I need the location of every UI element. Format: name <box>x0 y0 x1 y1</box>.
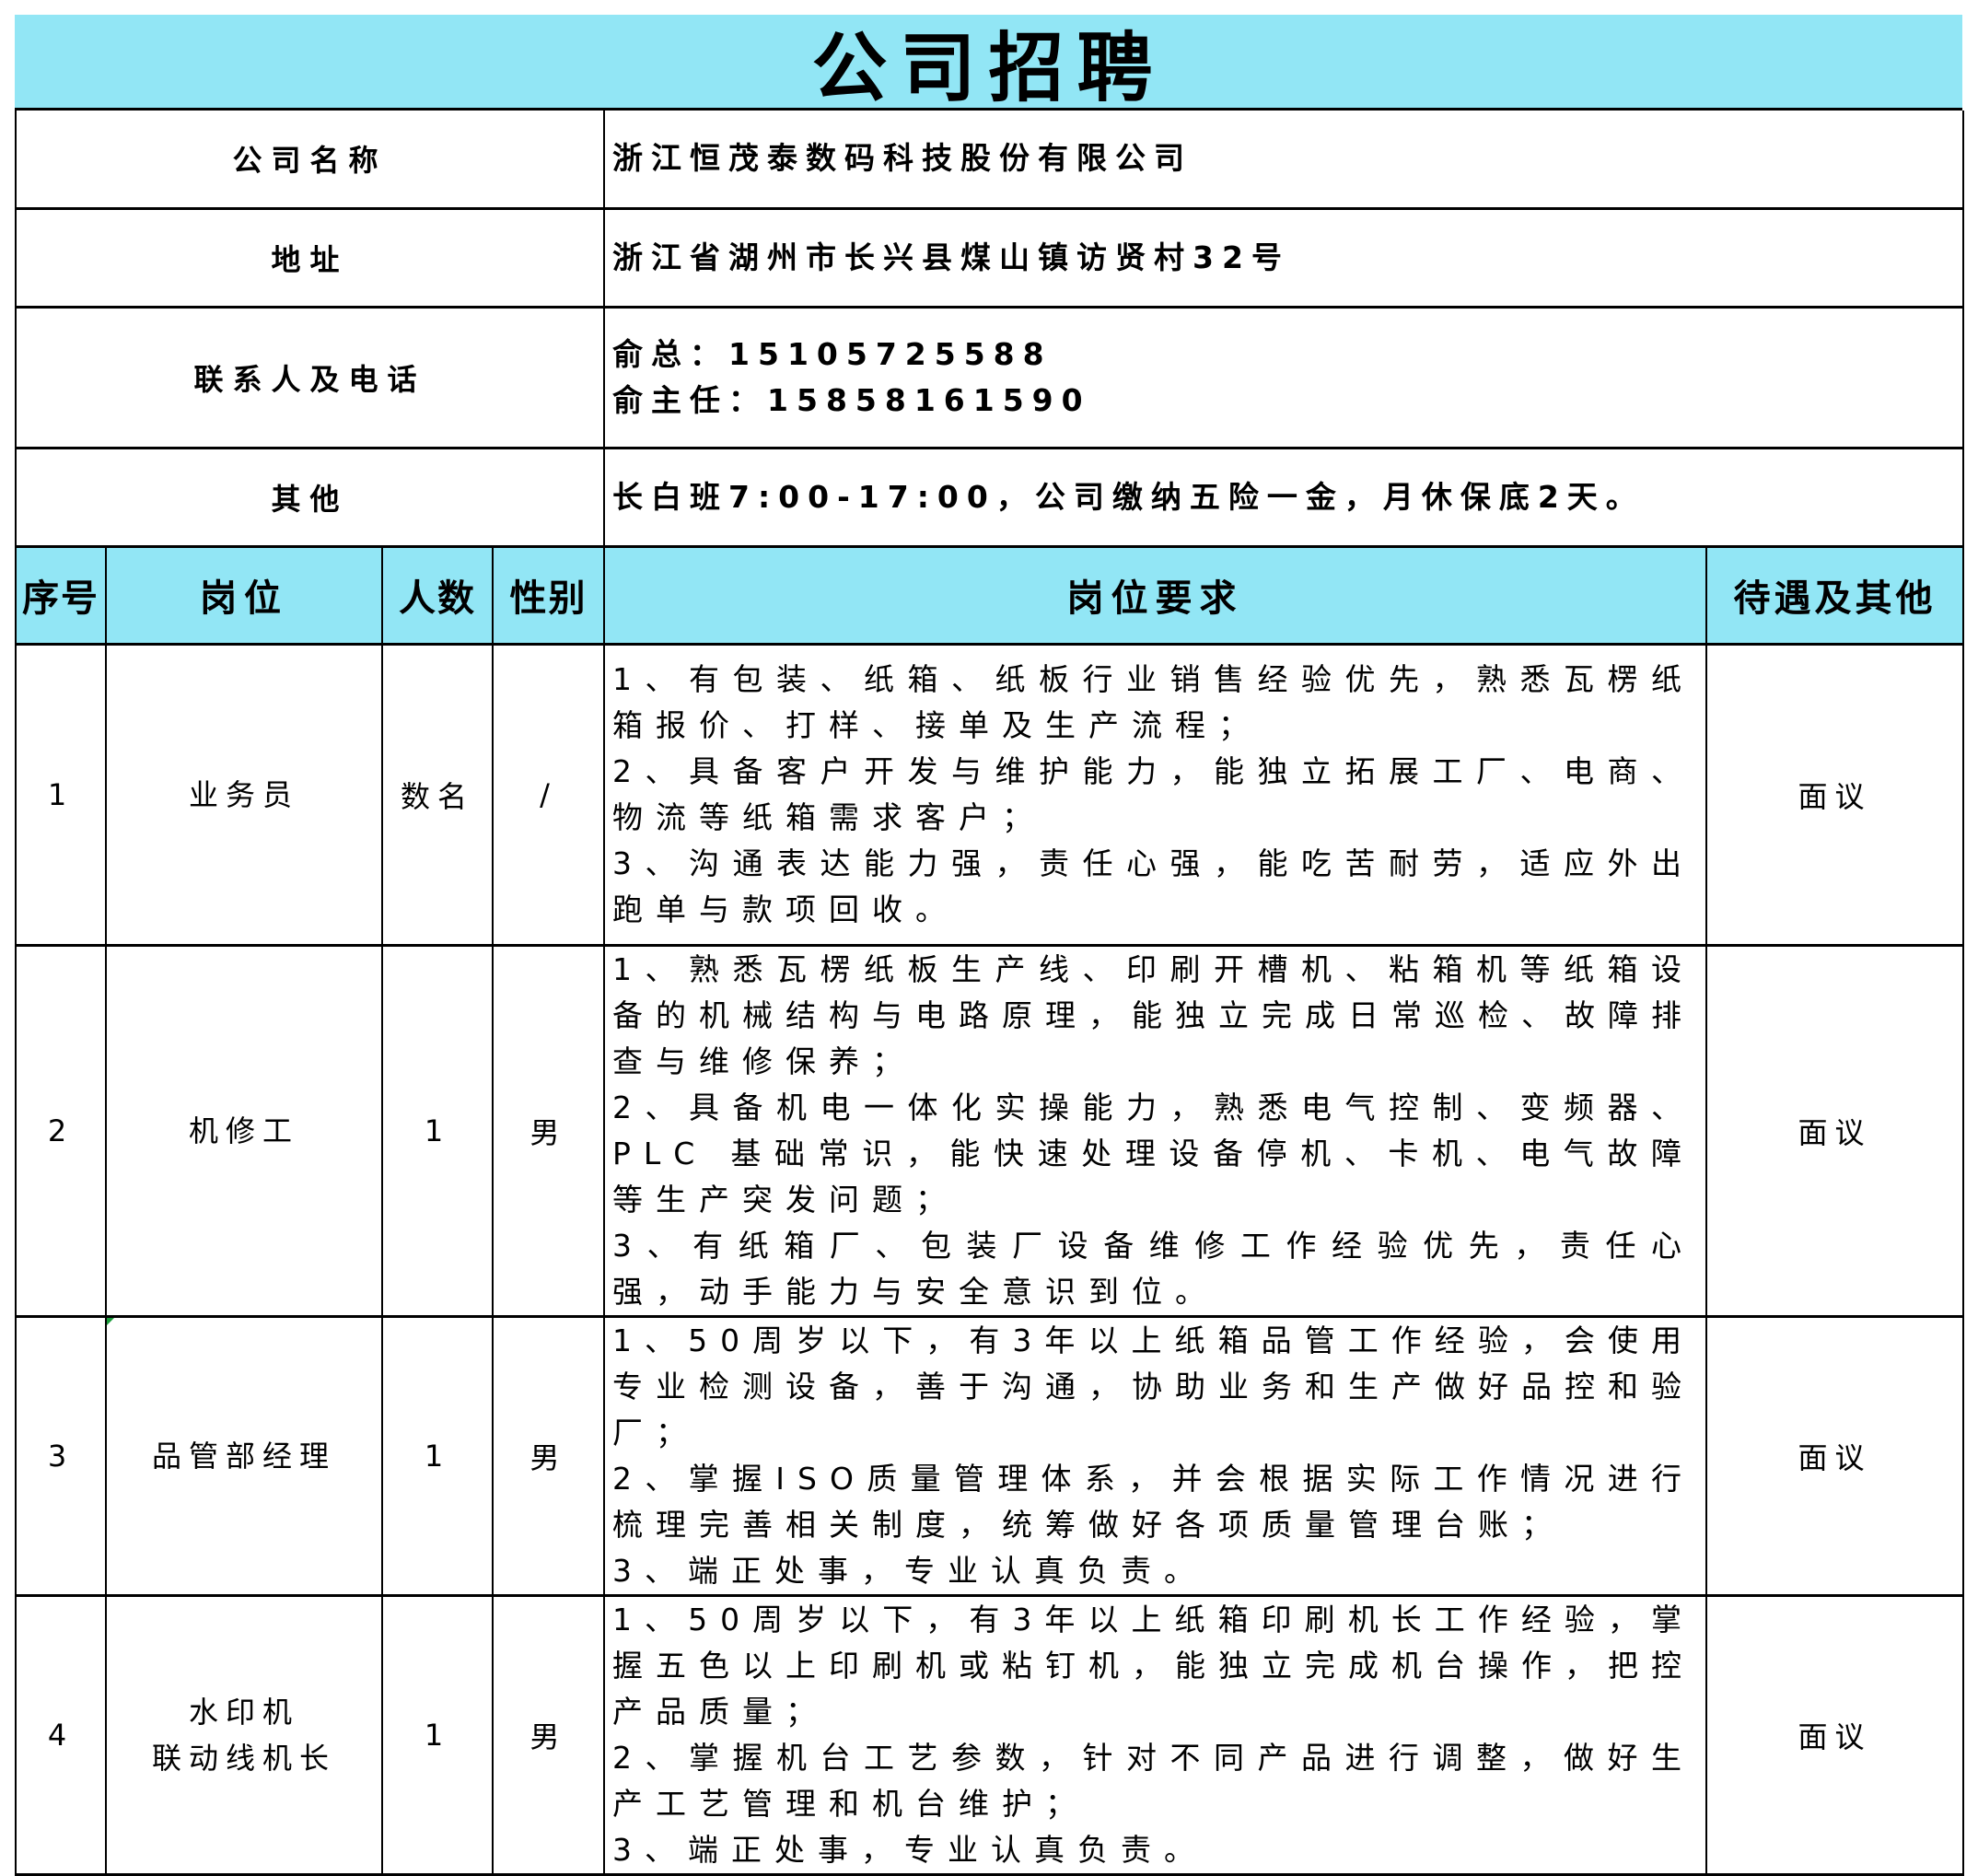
job-count: 数名 <box>381 644 494 947</box>
job-gender: 男 <box>491 1595 606 1876</box>
header-benefits: 待遇及其他 <box>1705 546 1965 646</box>
comment-indicator-icon <box>107 1317 114 1325</box>
position-text: 机修工 <box>188 1113 299 1148</box>
header-requirements: 岗位要求 <box>603 546 1708 646</box>
requirement-item: 1、熟悉瓦楞纸板生产线、印刷开槽机、粘箱机等纸箱设备的机械结构与电路原理，能独立… <box>612 950 1695 1079</box>
header-gender: 性别 <box>491 546 606 646</box>
info-row-company: 公司名称 浙江恒茂泰数码科技股份有限公司 <box>14 111 1965 210</box>
job-gender: 男 <box>491 1316 606 1597</box>
job-position: 业务员 <box>105 644 383 947</box>
info-label: 其他 <box>14 448 606 548</box>
table-row: 3 品管部经理 1 男 1、50周岁以下，有3年以上纸箱品管工作经验，会使用专业… <box>15 1316 1965 1597</box>
requirement-item: 1、50周岁以下，有3年以上纸箱品管工作经验，会使用专业检测设备，善于沟通，协助… <box>612 1322 1695 1451</box>
table-row: 4 水印机联动线机长 1 男 1、50周岁以下，有3年以上纸箱印刷机长工作经验，… <box>15 1595 1965 1876</box>
table-row: 1 业务员 数名 / 1、有包装、纸箱、纸板行业销售经验优先，熟悉瓦楞纸箱报价、… <box>15 644 1965 947</box>
job-position: 机修工 <box>105 945 383 1318</box>
job-count: 1 <box>381 1316 494 1597</box>
job-no: 4 <box>15 1595 107 1876</box>
recruitment-sheet: 公司招聘 公司名称 浙江恒茂泰数码科技股份有限公司 地址 浙江省湖州市长兴县煤山… <box>14 15 1965 1876</box>
info-label: 公司名称 <box>14 111 606 210</box>
requirement-item: 1、50周岁以下，有3年以上纸箱印刷机长工作经验，掌握五色以上印刷机或粘钉机，能… <box>612 1601 1695 1730</box>
page-title: 公司招聘 <box>15 15 1962 112</box>
requirement-item: 2、掌握ISO质量管理体系，并会根据实际工作情况进行梳理完善相关制度，统筹做好各… <box>612 1460 1695 1543</box>
table-header-row: 序号 岗位 人数 性别 岗位要求 待遇及其他 <box>15 546 1965 646</box>
position-text: 品管部经理 <box>151 1438 336 1474</box>
position-line: 联动线机长 <box>151 1740 336 1776</box>
job-benefits: 面议 <box>1705 1595 1965 1876</box>
info-label: 地址 <box>14 208 606 309</box>
job-no: 2 <box>15 945 107 1318</box>
requirement-item: 2、掌握机台工艺参数，针对不同产品进行调整，做好生产工艺管理和机台维护； <box>612 1739 1695 1822</box>
job-requirements: 1、熟悉瓦楞纸板生产线、印刷开槽机、粘箱机等纸箱设备的机械结构与电路原理，能独立… <box>603 945 1708 1318</box>
job-benefits: 面议 <box>1705 644 1965 947</box>
job-count: 1 <box>381 945 494 1318</box>
header-no: 序号 <box>15 546 107 646</box>
job-requirements: 1、50周岁以下，有3年以上纸箱印刷机长工作经验，掌握五色以上印刷机或粘钉机，能… <box>603 1595 1708 1876</box>
table-row: 2 机修工 1 男 1、熟悉瓦楞纸板生产线、印刷开槽机、粘箱机等纸箱设备的机械结… <box>15 945 1965 1318</box>
job-gender: / <box>491 644 606 947</box>
job-position: 水印机 联动线机长 <box>105 1595 383 1876</box>
info-label: 联系人及电话 <box>14 307 606 449</box>
job-position: 品管部经理 <box>105 1316 383 1597</box>
job-no: 1 <box>15 644 107 947</box>
info-value: 长白班7:00-17:00，公司缴纳五险一金，月休保底2天。 <box>603 448 1965 548</box>
job-benefits: 面议 <box>1705 945 1965 1318</box>
job-benefits: 面议 <box>1705 1316 1965 1597</box>
info-row-contact: 联系人及电话 俞总：15105725588 俞主任：15858161590 <box>14 307 1965 449</box>
job-gender: 男 <box>491 945 606 1318</box>
info-value: 浙江恒茂泰数码科技股份有限公司 <box>603 111 1965 210</box>
job-no: 3 <box>15 1316 107 1597</box>
contact-line: 俞总：15105725588 <box>612 335 1053 372</box>
contact-line: 俞主任：15858161590 <box>612 381 1091 418</box>
requirement-item: 2、具备客户开发与维护能力，能独立拓展工厂、电商、物流等纸箱需求客户； <box>612 752 1695 835</box>
company-name: 浙江恒茂泰数码科技股份有限公司 <box>612 140 1193 177</box>
other-info: 长白班7:00-17:00，公司缴纳五险一金，月休保底2天。 <box>612 478 1645 515</box>
info-row-other: 其他 长白班7:00-17:00，公司缴纳五险一金，月休保底2天。 <box>14 448 1965 548</box>
address: 浙江省湖州市长兴县煤山镇访贤村32号 <box>612 239 1290 275</box>
requirement-item: 1、有包装、纸箱、纸板行业销售经验优先，熟悉瓦楞纸箱报价、打样、接单及生产流程； <box>612 660 1695 743</box>
requirement-item: 3、端正处事，专业认真负责。 <box>612 1552 1208 1589</box>
requirement-item: 3、沟通表达能力强，责任心强，能吃苦耐劳，适应外出跑单与款项回收。 <box>612 845 1695 927</box>
requirement-item: 3、端正处事，专业认真负责。 <box>612 1831 1208 1868</box>
job-requirements: 1、有包装、纸箱、纸板行业销售经验优先，熟悉瓦楞纸箱报价、打样、接单及生产流程；… <box>603 644 1708 947</box>
requirement-item: 2、具备机电一体化实操能力，熟悉电气控制、变频器、PLC 基础常识，能快速处理设… <box>612 1089 1695 1218</box>
requirement-item: 3、有纸箱厂、包装厂设备维修工作经验优先，责任心强，动手能力与安全意识到位。 <box>612 1227 1695 1310</box>
header-position: 岗位 <box>105 546 383 646</box>
info-value: 俞总：15105725588 俞主任：15858161590 <box>603 307 1965 449</box>
position-line: 水印机 <box>188 1694 299 1730</box>
info-table: 公司名称 浙江恒茂泰数码科技股份有限公司 地址 浙江省湖州市长兴县煤山镇访贤村3… <box>14 111 1965 1876</box>
position-text: 业务员 <box>188 776 299 812</box>
job-count: 1 <box>381 1595 494 1876</box>
header-count: 人数 <box>381 546 494 646</box>
job-requirements: 1、50周岁以下，有3年以上纸箱品管工作经验，会使用专业检测设备，善于沟通，协助… <box>603 1316 1708 1597</box>
info-row-address: 地址 浙江省湖州市长兴县煤山镇访贤村32号 <box>14 208 1965 309</box>
info-value: 浙江省湖州市长兴县煤山镇访贤村32号 <box>603 208 1965 309</box>
